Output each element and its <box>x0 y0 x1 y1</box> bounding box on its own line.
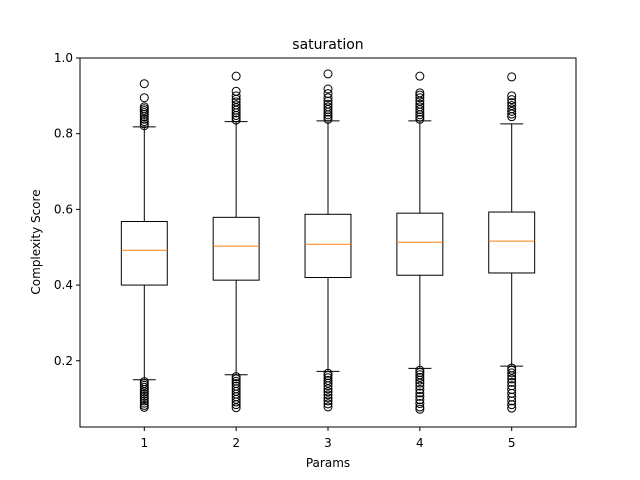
outlier-point <box>139 382 149 392</box>
outlier-point <box>323 384 333 394</box>
x-tick-label: 2 <box>232 436 240 450</box>
outlier-point <box>323 114 333 124</box>
y-tick-label: 1.0 <box>54 51 73 65</box>
outlier-point <box>507 365 517 375</box>
outlier-point <box>231 397 241 407</box>
outlier-point <box>507 106 517 116</box>
outlier-point <box>139 93 149 103</box>
outlier-point <box>139 102 149 112</box>
outlier-point <box>323 387 333 397</box>
outlier-point <box>323 378 333 388</box>
outlier-point <box>415 378 425 388</box>
outlier-point <box>507 72 517 82</box>
outlier-point <box>323 69 333 79</box>
box-body <box>212 216 260 281</box>
outlier-point <box>507 403 517 413</box>
outlier-point <box>415 388 425 398</box>
outlier-point <box>323 102 333 112</box>
outlier-point <box>415 402 425 412</box>
outlier-point <box>231 100 241 110</box>
outlier-point <box>507 98 517 108</box>
outlier-point <box>507 95 517 105</box>
outlier-point <box>415 90 425 100</box>
box-body <box>304 213 352 279</box>
outlier-point <box>139 119 149 129</box>
outlier-point <box>507 400 517 410</box>
outlier-point <box>231 403 241 413</box>
outlier-point <box>415 88 425 98</box>
box-body <box>120 220 168 286</box>
outlier-point <box>507 91 517 101</box>
outlier-point <box>507 371 517 381</box>
outlier-point <box>415 391 425 401</box>
outlier-point <box>139 402 149 412</box>
outlier-point <box>323 396 333 406</box>
outlier-point <box>139 389 149 399</box>
outlier-point <box>323 84 333 94</box>
outlier-point <box>415 399 425 409</box>
outlier-point <box>415 375 425 385</box>
outlier-point <box>139 396 149 406</box>
outlier-point <box>231 115 241 125</box>
outlier-point <box>139 114 149 124</box>
y-axis-label: Complexity Score <box>29 189 43 294</box>
outlier-point <box>323 390 333 400</box>
y-tick-label: 0.6 <box>54 202 73 216</box>
outlier-point <box>415 385 425 395</box>
x-axis-label: Params <box>306 456 350 470</box>
outlier-point <box>231 86 241 96</box>
outlier-point <box>323 93 333 103</box>
outlier-point <box>415 365 425 375</box>
outlier-point <box>415 93 425 103</box>
outlier-point <box>139 79 149 89</box>
outlier-point <box>139 398 149 408</box>
outlier-point <box>323 99 333 109</box>
outlier-point <box>507 377 517 387</box>
y-tick-label: 0.2 <box>54 354 73 368</box>
x-tick-label: 4 <box>416 436 424 450</box>
outlier-point <box>231 374 241 384</box>
chart-title: saturation <box>292 37 363 53</box>
outlier-point <box>231 400 241 410</box>
outlier-point <box>415 404 425 414</box>
outlier-point <box>323 402 333 412</box>
outlier-point <box>415 114 425 124</box>
outlier-point <box>139 117 149 127</box>
outlier-point <box>415 395 425 405</box>
outlier-point <box>231 372 241 382</box>
outlier-point <box>507 101 517 111</box>
outlier-point <box>323 381 333 391</box>
outlier-point <box>231 71 241 81</box>
outlier-point <box>323 393 333 403</box>
outlier-point <box>139 391 149 401</box>
outlier-point <box>415 102 425 112</box>
outlier-point <box>231 97 241 107</box>
box-body <box>396 212 444 276</box>
y-tick-label: 0.8 <box>54 127 73 141</box>
plot-area: 0.2 0.4 0.6 0.8 1.0 1 2 3 4 5 <box>54 51 577 450</box>
x-tick-label: 5 <box>508 436 516 450</box>
box-body <box>488 211 536 274</box>
outlier-point <box>415 381 425 391</box>
outlier-point <box>323 89 333 99</box>
outlier-point <box>507 396 517 406</box>
x-tick-label: 1 <box>140 436 148 450</box>
outlier-point <box>139 385 149 395</box>
outlier-point <box>507 368 517 378</box>
outlier-point <box>323 399 333 409</box>
x-tick-label: 3 <box>324 436 332 450</box>
outlier-point <box>415 71 425 81</box>
outlier-point <box>231 91 241 101</box>
outlier-point <box>507 104 517 114</box>
outlier-point <box>323 368 333 378</box>
outlier-point <box>415 372 425 382</box>
outlier-point <box>139 387 149 397</box>
outlier-point <box>507 374 517 384</box>
outlier-point <box>415 99 425 109</box>
y-tick-label: 0.4 <box>54 278 73 292</box>
outlier-point <box>139 394 149 404</box>
